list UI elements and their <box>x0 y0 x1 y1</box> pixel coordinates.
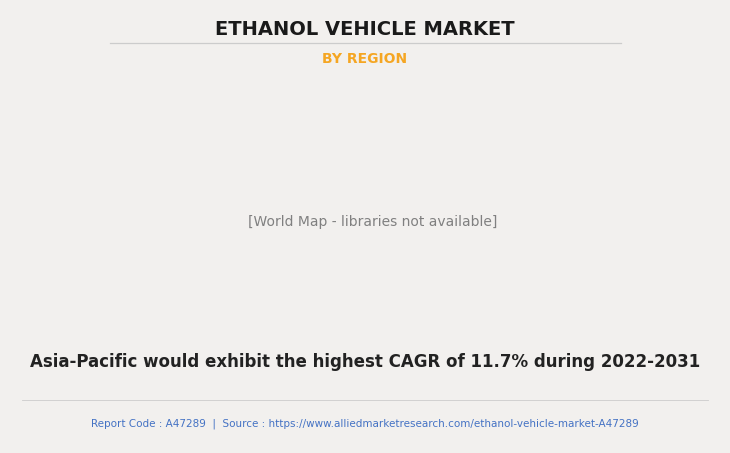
Text: Asia-Pacific would exhibit the highest CAGR of 11.7% during 2022-2031: Asia-Pacific would exhibit the highest C… <box>30 353 700 371</box>
Text: ETHANOL VEHICLE MARKET: ETHANOL VEHICLE MARKET <box>215 20 515 39</box>
Text: Report Code : A47289  |  Source : https://www.alliedmarketresearch.com/ethanol-v: Report Code : A47289 | Source : https://… <box>91 418 639 429</box>
Text: BY REGION: BY REGION <box>323 52 407 66</box>
Text: [World Map - libraries not available]: [World Map - libraries not available] <box>247 215 497 229</box>
